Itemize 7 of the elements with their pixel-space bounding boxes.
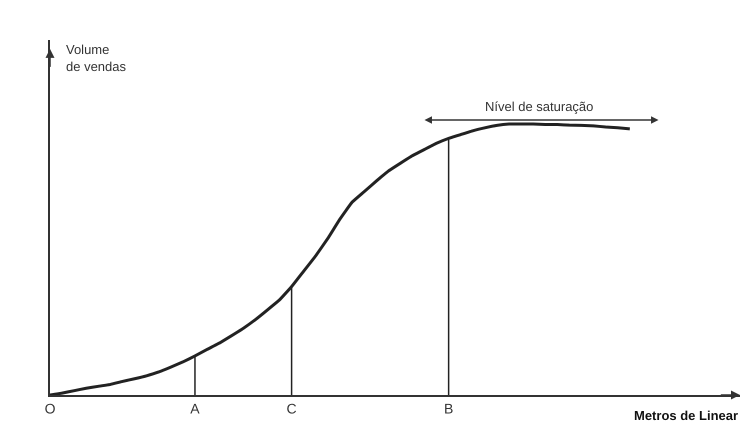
x-tick-label: O <box>44 400 56 417</box>
text: Nível de saturação <box>485 99 594 114</box>
y-axis-title: Volume de vendas <box>66 42 126 74</box>
x-tick-label: C <box>286 400 297 417</box>
x-axis-title: Metros de Linear <box>634 408 738 423</box>
x-tick-label: A <box>190 400 200 417</box>
x-tick-label: B <box>444 400 454 417</box>
